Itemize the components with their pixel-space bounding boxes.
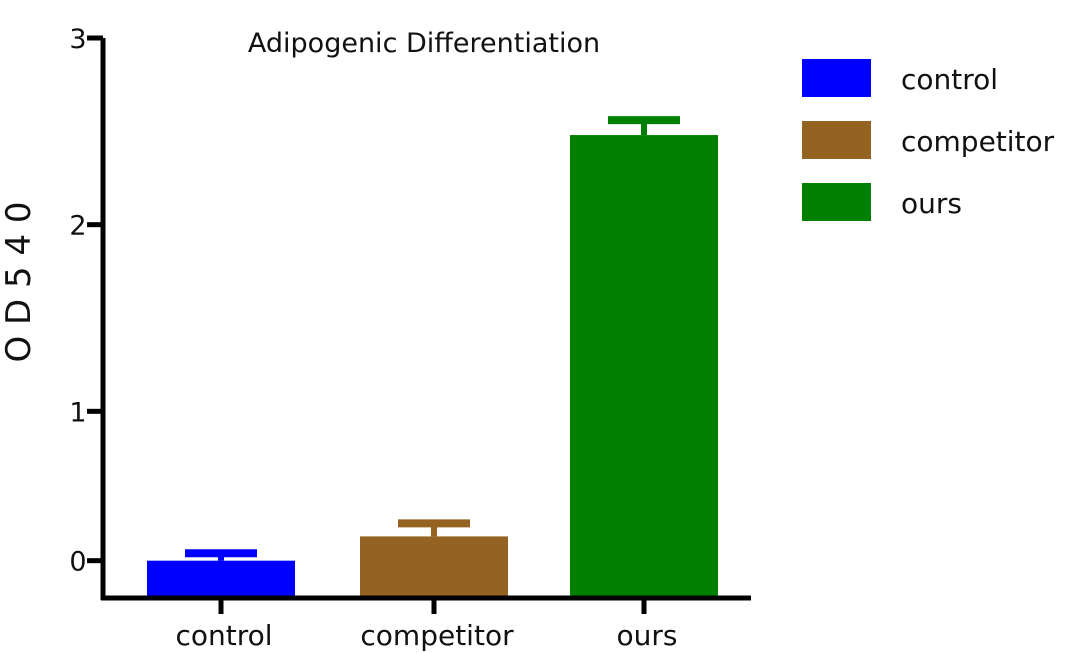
legend-label-control: control	[901, 63, 998, 96]
x-axis-ticks: control competitor ours	[175, 598, 677, 652]
y-tick-label: 0	[69, 547, 86, 578]
y-tick-label: 2	[69, 211, 86, 242]
legend-swatch-competitor	[802, 121, 871, 159]
x-tick-label-ours: ours	[617, 619, 678, 652]
bars	[147, 116, 718, 599]
legend: control competitor ours	[802, 59, 1055, 221]
y-axis-ticks: 0 1 2 3	[69, 24, 103, 578]
bar-competitor	[360, 536, 508, 598]
x-tick-label-control: control	[175, 619, 272, 652]
x-tick-label-competitor: competitor	[360, 619, 514, 652]
chart-title: Adipogenic Differentiation	[248, 28, 600, 59]
legend-label-ours: ours	[901, 187, 962, 220]
y-tick-label: 1	[69, 397, 86, 428]
legend-label-competitor: competitor	[901, 125, 1055, 158]
legend-swatch-ours	[802, 183, 871, 221]
legend-swatch-control	[802, 59, 871, 97]
y-tick-label: 3	[69, 24, 86, 55]
y-axis-label: O D 5 4 0	[0, 201, 39, 362]
bar-control	[147, 560, 295, 598]
bar-ours	[570, 135, 718, 599]
